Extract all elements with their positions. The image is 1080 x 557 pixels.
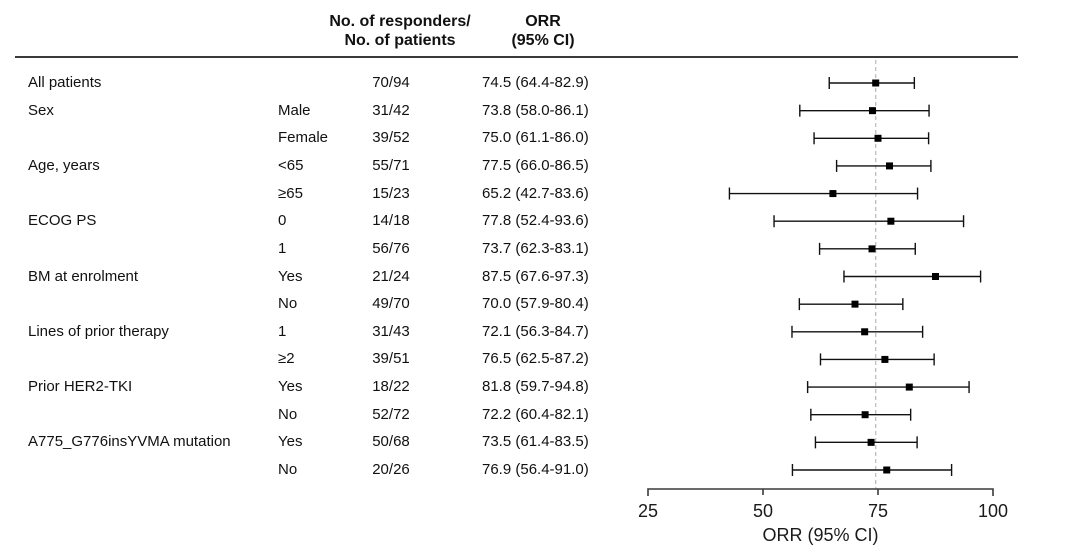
point-estimate-marker — [861, 411, 869, 419]
point-estimate-marker — [868, 107, 876, 115]
table-row: ≥65 15/23 65.2 (42.7-83.6) — [0, 184, 660, 204]
subgroup-label: Female — [278, 129, 329, 147]
responders-value: 18/22 — [372, 378, 410, 396]
x-axis-title: ORR (95% CI) — [762, 525, 878, 545]
subgroup-label: Yes — [278, 267, 303, 285]
point-estimate-marker — [883, 466, 891, 474]
subgroup-label: No — [278, 461, 298, 478]
orr-ci-value: 77.5 (66.0-86.5) — [482, 156, 589, 174]
group-label: Lines of prior therapy — [28, 322, 169, 340]
orr-ci-value: 76.5 (62.5-87.2) — [482, 350, 589, 368]
column-header-orr-line1: ORR — [525, 13, 561, 30]
group-label: All patients — [28, 74, 102, 91]
x-tick-label: 25 — [638, 501, 658, 521]
subgroup-label: 1 — [278, 322, 287, 340]
responders-value: 50/68 — [372, 433, 410, 451]
point-estimate-marker — [829, 190, 837, 198]
point-estimate-marker — [851, 300, 859, 308]
point-estimate-marker — [887, 217, 895, 225]
orr-ci-value: 65.2 (42.7-83.6) — [482, 184, 589, 202]
table-row: Sex Male 31/42 73.8 (58.0-86.1) — [0, 101, 660, 121]
subgroup-label: ≥2 — [278, 350, 295, 368]
x-axis — [647, 488, 994, 496]
column-header-responders: No. of responders/ No. of patients — [300, 12, 500, 50]
group-label: Age, years — [28, 156, 100, 174]
table-row: Lines of prior therapy 1 31/43 72.1 (56.3-8… — [0, 322, 660, 342]
point-estimate-marker — [881, 355, 889, 363]
subgroup-label: Yes — [278, 378, 303, 396]
table-row: ECOG PS 0 14/18 77.8 (52.4-93.6) — [0, 211, 660, 231]
header-rule — [15, 56, 1018, 58]
table-row: ≥2 39/51 76.5 (62.5-87.2) — [0, 349, 660, 369]
point-estimate-marker — [905, 383, 913, 391]
group-label: A775_G776insYVMA mutation — [28, 433, 231, 451]
responders-value: 21/24 — [372, 267, 410, 285]
responders-value: 56/76 — [372, 239, 410, 257]
column-header-responders-line2: No. of patients — [344, 32, 456, 49]
responders-value: 39/51 — [372, 350, 410, 368]
orr-ci-value: 72.1 (56.3-84.7) — [482, 322, 589, 340]
group-label: BM at enrolment — [28, 267, 139, 285]
table-row: BM at enrolment Yes 21/24 87.5 (67.6-97.3) — [0, 267, 660, 287]
subgroup-label: No — [278, 295, 298, 313]
subgroup-label: No — [278, 405, 298, 423]
table-row: No 52/72 72.2 (60.4-82.1) — [0, 405, 660, 425]
responders-value: 20/26 — [372, 461, 410, 478]
point-estimate-marker — [886, 162, 893, 170]
point-estimate-marker — [861, 328, 869, 336]
column-header-orr-line2: (95% CI) — [511, 32, 575, 49]
responders-value: 14/18 — [372, 212, 410, 230]
group-label: ECOG PS — [28, 212, 97, 230]
group-label: Sex — [28, 101, 54, 119]
responders-value: 49/70 — [372, 295, 410, 313]
column-header-responders-line1: No. of responders/ — [329, 13, 471, 30]
responders-value: 70/94 — [372, 74, 410, 91]
orr-ci-value: 73.7 (62.3-83.1) — [482, 239, 589, 257]
table-row: 1 56/76 73.7 (62.3-83.1) — [0, 239, 660, 259]
x-tick-label: 50 — [753, 501, 773, 521]
orr-ci-value: 77.8 (52.4-93.6) — [482, 212, 589, 230]
table-row: Age, years <65 55/71 77.5 (66.0-86.5) — [0, 156, 660, 176]
point-estimate-marker — [932, 273, 939, 280]
orr-ci-value: 72.2 (60.4-82.1) — [482, 405, 589, 423]
subgroup-label: <65 — [278, 156, 304, 174]
orr-ci-value: 70.0 (57.9-80.4) — [482, 295, 589, 313]
column-header-orr: ORR (95% CI) — [483, 12, 603, 50]
orr-ci-value: 81.8 (59.7-94.8) — [482, 378, 589, 396]
table-row: Female 39/52 75.0 (61.1-86.0) — [0, 128, 660, 148]
subgroup-label: 1 — [278, 239, 287, 257]
x-tick-label: 75 — [868, 501, 888, 521]
subgroup-label: 0 — [278, 212, 287, 230]
point-estimate-marker — [872, 79, 880, 87]
x-tick-label: 100 — [978, 501, 1008, 521]
orr-ci-value: 73.8 (58.0-86.1) — [482, 101, 589, 119]
responders-value: 39/52 — [372, 129, 410, 147]
responders-value: 15/23 — [372, 184, 410, 202]
responders-value: 52/72 — [372, 405, 410, 423]
orr-ci-value: 74.5 (64.4-82.9) — [482, 74, 589, 91]
subgroup-label: Yes — [278, 433, 303, 451]
table-row: Prior HER2-TKI Yes 18/22 81.8 (59.7-94.8) — [0, 377, 660, 397]
table-row: No 49/70 70.0 (57.9-80.4) — [0, 294, 660, 314]
orr-ci-value: 73.5 (61.4-83.5) — [482, 433, 589, 451]
subgroup-label: ≥65 — [278, 184, 303, 202]
responders-value: 55/71 — [372, 156, 410, 174]
orr-ci-value: 87.5 (67.6-97.3) — [482, 267, 589, 285]
responders-value: 31/42 — [372, 101, 410, 119]
subgroup-label: Male — [278, 101, 311, 119]
table-row: All patients 70/94 74.5 (64.4-82.9) — [0, 73, 660, 93]
table-row: No 20/26 76.9 (56.4-91.0) — [0, 460, 660, 480]
group-label: Prior HER2-TKI — [28, 378, 133, 396]
point-estimate-marker — [867, 438, 875, 446]
table-row: A775_G776insYVMA mutation Yes 50/68 73.5 (6… — [0, 432, 660, 452]
point-estimate-marker — [874, 134, 882, 142]
point-estimate-marker — [868, 245, 876, 253]
responders-value: 31/43 — [372, 322, 410, 340]
orr-ci-value: 75.0 (61.1-86.0) — [482, 129, 589, 147]
orr-ci-value: 76.9 (56.4-91.0) — [482, 461, 589, 478]
